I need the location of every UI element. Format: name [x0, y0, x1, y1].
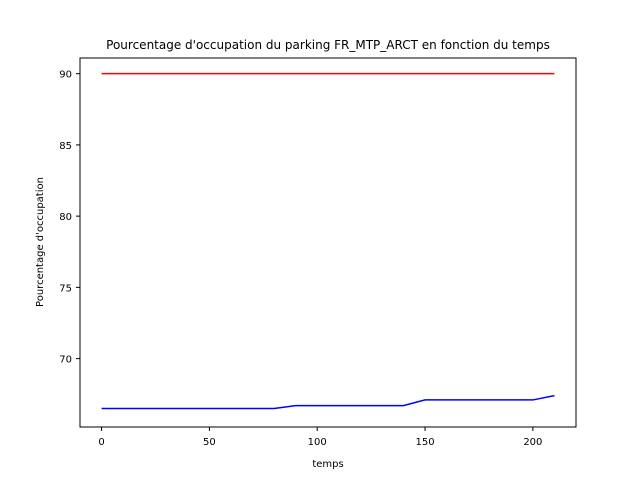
plot-area [79, 57, 577, 428]
y-axis-label: Pourcentage d'occupation [35, 177, 46, 307]
y-tick-label: 70 [59, 355, 72, 366]
x-tick-label: 100 [308, 437, 327, 448]
chart-title: Pourcentage d'occupation du parking FR_M… [106, 38, 550, 52]
x-tick-label: 0 [98, 437, 104, 448]
y-tick-label: 75 [59, 283, 72, 294]
y-axis: 70 75 80 85 90 [59, 70, 80, 366]
series-layer [101, 72, 555, 410]
y-tick-label: 85 [59, 141, 72, 152]
y-tick-label: 80 [59, 212, 72, 223]
series-line-2 [101, 394, 555, 410]
x-tick-label: 150 [415, 437, 434, 448]
x-tick-label: 200 [523, 437, 542, 448]
x-tick-label: 50 [203, 437, 216, 448]
x-axis: 0 50 100 150 200 [98, 427, 542, 448]
y-tick-label: 90 [59, 70, 72, 81]
x-axis-label: temps [312, 459, 343, 470]
